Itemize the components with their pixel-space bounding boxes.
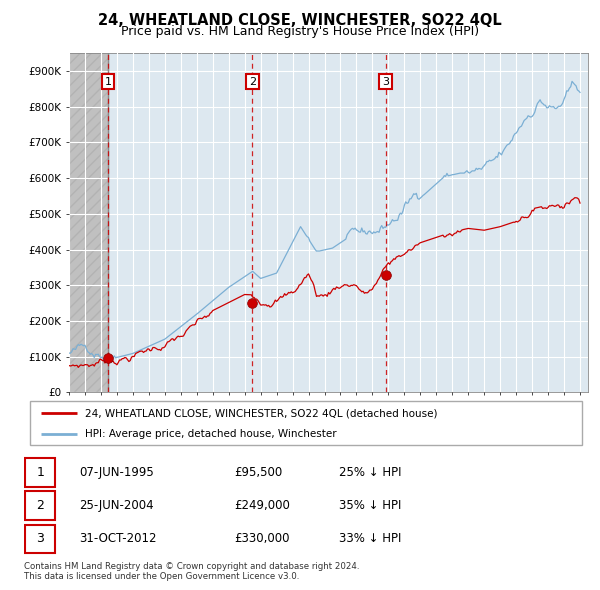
FancyBboxPatch shape bbox=[30, 401, 582, 445]
Text: HPI: Average price, detached house, Winchester: HPI: Average price, detached house, Winc… bbox=[85, 428, 337, 438]
Bar bbox=[69, 53, 108, 392]
Text: £95,500: £95,500 bbox=[234, 466, 282, 480]
FancyBboxPatch shape bbox=[25, 491, 55, 520]
Text: Price paid vs. HM Land Registry's House Price Index (HPI): Price paid vs. HM Land Registry's House … bbox=[121, 25, 479, 38]
Text: 31-OCT-2012: 31-OCT-2012 bbox=[79, 532, 157, 546]
Text: £330,000: £330,000 bbox=[234, 532, 289, 546]
Text: 1: 1 bbox=[104, 77, 112, 87]
Text: 1: 1 bbox=[37, 466, 44, 480]
Text: 2: 2 bbox=[37, 499, 44, 513]
Bar bbox=[69, 53, 108, 392]
FancyBboxPatch shape bbox=[25, 525, 55, 553]
Text: £249,000: £249,000 bbox=[234, 499, 290, 513]
Text: 3: 3 bbox=[37, 532, 44, 546]
Text: 24, WHEATLAND CLOSE, WINCHESTER, SO22 4QL (detached house): 24, WHEATLAND CLOSE, WINCHESTER, SO22 4Q… bbox=[85, 408, 438, 418]
Text: 33% ↓ HPI: 33% ↓ HPI bbox=[338, 532, 401, 546]
FancyBboxPatch shape bbox=[25, 458, 55, 487]
Text: 35% ↓ HPI: 35% ↓ HPI bbox=[338, 499, 401, 513]
Text: 24, WHEATLAND CLOSE, WINCHESTER, SO22 4QL: 24, WHEATLAND CLOSE, WINCHESTER, SO22 4Q… bbox=[98, 13, 502, 28]
Text: 2: 2 bbox=[249, 77, 256, 87]
Text: 3: 3 bbox=[382, 77, 389, 87]
Text: 25% ↓ HPI: 25% ↓ HPI bbox=[338, 466, 401, 480]
Text: Contains HM Land Registry data © Crown copyright and database right 2024.
This d: Contains HM Land Registry data © Crown c… bbox=[24, 562, 359, 581]
Text: 25-JUN-2004: 25-JUN-2004 bbox=[79, 499, 154, 513]
Text: 07-JUN-1995: 07-JUN-1995 bbox=[79, 466, 154, 480]
